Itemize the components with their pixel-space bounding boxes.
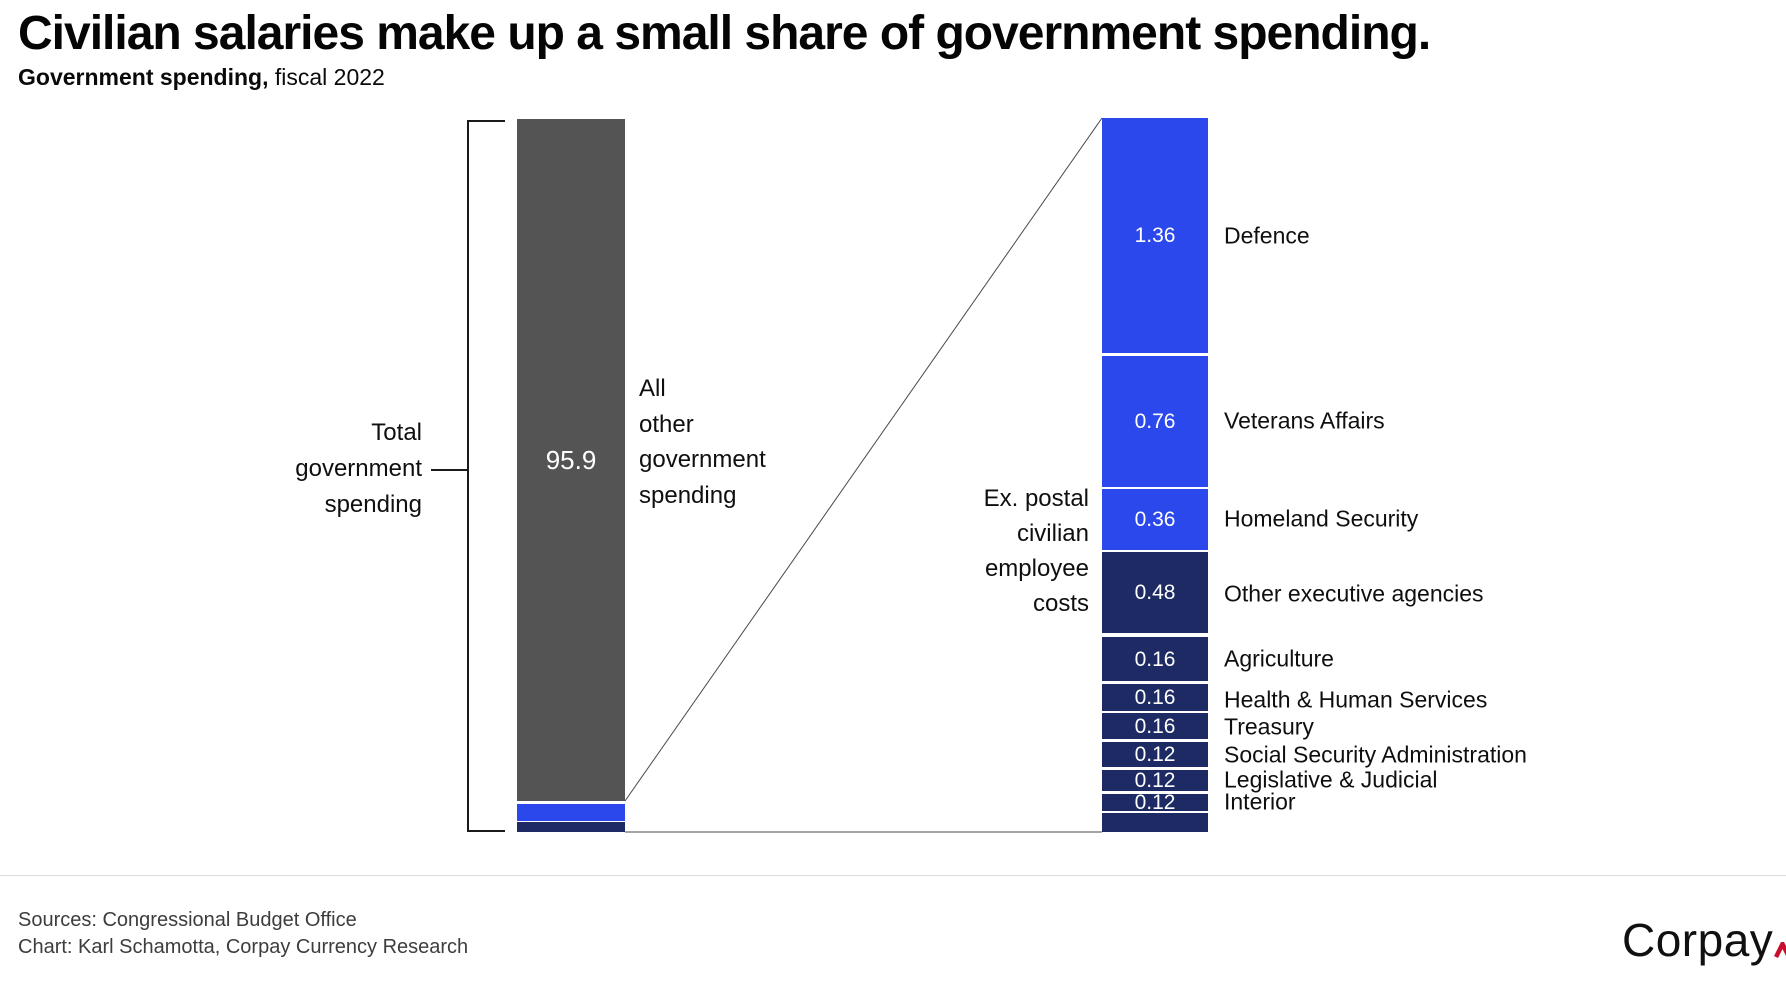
bracket-middle-tick [431,469,467,471]
total-spending-label: Total government spending [295,419,422,518]
subtitle-period: fiscal 2022 [268,64,385,90]
segment-value: 0.76 [1134,410,1176,433]
segment-value: 0.12 [1134,769,1176,792]
bar-segment-unlabeled [517,804,625,821]
source-credits: Sources: Congressional Budget Office Cha… [18,907,468,961]
civilian-costs-label: Ex. postal civilian employee costs [983,485,1089,617]
category-label-homeland-security: Homeland Security [1224,505,1419,532]
civilian-costs-bar: 1.36 0.76 0.36 0.48 0.16 0.16 0.16 0.12 0.12 0.12 [1102,118,1208,832]
corpay-logo: Corpay [1622,913,1786,967]
chart-title: Civilian salaries make up a small share … [18,7,1431,60]
category-label-agriculture: Agriculture [1224,645,1334,672]
bar-segment-agriculture: 0.16 [1102,637,1208,681]
category-label-health-human-services: Health & Human Services [1224,686,1488,713]
sources-line: Sources: Congressional Budget Office [18,909,357,931]
total-spending-bar: 95.9 [517,119,625,832]
corpay-logo-text: Corpay [1622,914,1774,966]
bar-segment-other-executive-agencies: 0.48 [1102,552,1208,633]
all-other-spending-label: All other government spending [639,375,766,509]
category-label-social-security-administration: Social Security Administration [1224,741,1527,768]
bar-segment-health-human-services: 0.16 [1102,684,1208,711]
subtitle-topic: Government spending, [18,64,269,90]
bar-segment-veterans-affairs: 0.76 [1102,356,1208,487]
segment-value: 0.16 [1134,686,1176,709]
segment-value: 0.12 [1134,791,1176,814]
bracket-vertical-line [467,120,469,832]
footer-divider [0,875,1786,876]
segment-value: 1.36 [1134,224,1176,247]
segment-value: 0.12 [1134,743,1176,766]
segment-value: 0.48 [1134,581,1176,604]
category-label-legislative-judicial: Legislative & Judicial [1224,766,1438,793]
category-label-interior: Interior [1224,788,1296,815]
corpay-caret-icon [1774,915,1786,969]
bar-segment-defence: 1.36 [1102,118,1208,353]
bar-segment-interior: 0.12 [1102,791,1208,814]
segment-value: 0.16 [1134,647,1176,671]
segment-value: 0.36 [1134,508,1176,531]
bar-segment-unlabeled [517,822,625,832]
chart-credit-line: Chart: Karl Schamotta, Corpay Currency R… [18,936,469,958]
category-label-treasury: Treasury [1224,713,1314,740]
category-label-veterans-affairs: Veterans Affairs [1224,407,1385,434]
category-label-defence: Defence [1224,222,1310,249]
segment-value: 0.16 [1134,714,1176,738]
bar-segment-all-other-government-spending: 95.9 [517,119,625,801]
chart-subtitle: Government spending, fiscal 2022 [18,64,385,91]
bracket-bottom-tick [467,830,505,832]
bar-segment-legislative-judicial: 0.12 [1102,770,1208,791]
bar-segment-unlabeled [1102,813,1208,832]
segment-value: 95.9 [545,445,597,475]
category-label-other-executive-agencies: Other executive agencies [1224,580,1484,607]
bracket-top-tick [467,120,505,122]
bar-segment-treasury: 0.16 [1102,713,1208,739]
bar-segment-social-security-administration: 0.12 [1102,742,1208,767]
bar-segment-homeland-security: 0.36 [1102,489,1208,550]
